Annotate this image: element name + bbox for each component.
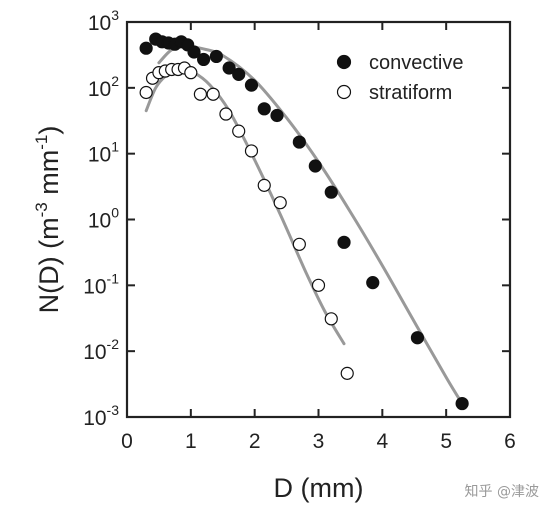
legend-marker-stratiform [336,84,352,100]
x-tick-label: 4 [376,430,388,453]
point-stratiform [219,107,233,121]
point-stratiform [139,85,153,100]
x-tick-label: 2 [249,430,261,453]
y-axis-title-exp1: -3 [32,202,51,217]
x-axis: 0 1 2 3 4 5 6 [121,22,516,453]
point-convective [410,331,425,345]
y-axis-title: N(D) (m-3 mm-1) [32,126,64,314]
point-convective [244,78,259,92]
y-tick-label: 10-1 [83,270,119,298]
y-tick-label: 10-2 [83,336,119,364]
y-tick-label: 10-3 [83,402,119,430]
x-axis-title: D (mm) [274,473,364,503]
point-convective [292,135,306,149]
point-stratiform [184,66,198,80]
point-convective [209,49,223,64]
point-convective [337,235,351,249]
y-axis-title-mid: mm [34,150,64,202]
point-stratiform [244,144,259,158]
point-convective [455,396,469,411]
point-convective [187,45,201,59]
point-convective [308,159,322,173]
y-tick-label: 103 [88,7,119,35]
point-stratiform [273,196,287,210]
point-convective [366,276,380,290]
legend: convective stratiform [336,52,464,104]
y-axis-title-end: ) [34,126,64,135]
point-stratiform [193,87,208,101]
point-stratiform [340,366,354,380]
y-axis: 103 102 101 100 10-1 10-2 10-3 [83,7,510,430]
point-stratiform [311,278,326,292]
y-axis-title-exp2: -1 [32,135,51,150]
point-stratiform [206,87,220,101]
point-convective [197,52,211,67]
point-stratiform [292,237,306,251]
point-stratiform [232,124,246,138]
point-stratiform [324,312,338,326]
legend-marker-convective [336,54,352,70]
y-tick-label: 101 [88,139,119,167]
x-tick-label: 1 [185,430,197,453]
point-convective [222,61,236,75]
watermark: 知乎 @津波 [464,484,539,500]
y-axis-title-base: N(D) (m [34,217,64,313]
data-points [139,32,469,411]
x-tick-label: 5 [440,430,452,453]
point-stratiform [257,178,271,192]
x-tick-label: 3 [313,430,325,453]
y-tick-label: 100 [88,205,119,233]
point-convective [324,185,338,199]
y-tick-label: 102 [88,73,119,101]
point-convective [257,102,271,116]
point-convective [270,108,284,123]
x-tick-label: 6 [504,430,516,453]
plot-area [125,20,512,419]
legend-label-convective: convective [369,52,464,74]
x-tick-label: 0 [121,430,133,453]
plot-frame [125,20,512,419]
legend-label-stratiform: stratiform [369,82,452,104]
point-convective [232,67,246,81]
fit-curve-stratiform [144,69,346,346]
point-convective [139,41,153,55]
